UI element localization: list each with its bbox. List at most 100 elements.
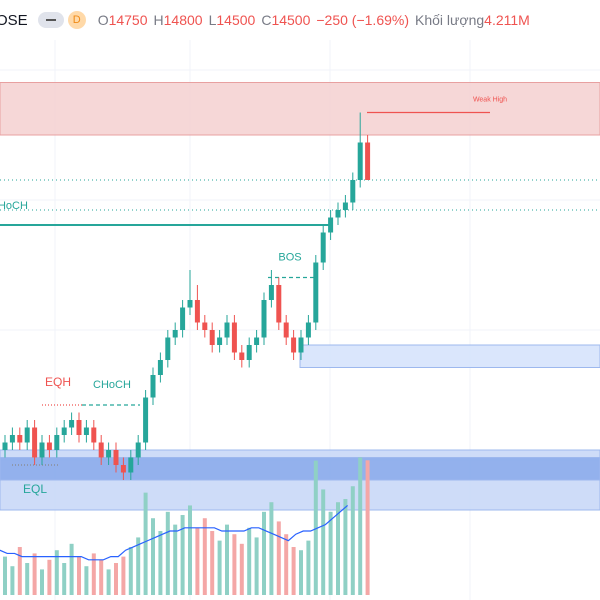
zone — [0, 82, 600, 136]
candle-body — [342, 202, 348, 210]
volume-bar — [328, 511, 333, 595]
candle-body — [239, 352, 245, 360]
volume-bar — [239, 543, 244, 595]
volume-ma — [0, 504, 348, 561]
zone — [0, 457, 600, 481]
volume-bar — [284, 534, 289, 595]
candle-body — [76, 420, 82, 435]
candle-body — [187, 300, 193, 308]
volume-bar — [188, 505, 192, 595]
legend-value: 14800 — [163, 12, 203, 28]
candle-body — [320, 232, 326, 263]
volume-bar — [106, 569, 111, 595]
candle-body — [291, 337, 297, 353]
candle-body — [39, 442, 45, 458]
volume-bar — [3, 556, 7, 595]
candle-body — [357, 142, 363, 180]
volume-bar — [291, 547, 296, 595]
volume-bar — [321, 489, 326, 595]
candle-body — [165, 337, 171, 360]
candle-body — [24, 427, 30, 443]
volume-bar — [77, 556, 81, 595]
volume-bar — [247, 527, 252, 595]
volume-bar — [32, 553, 37, 595]
volume-bar — [276, 521, 281, 595]
candle-body — [350, 180, 356, 203]
volume-bar — [254, 537, 259, 595]
volume-bar — [350, 486, 355, 595]
volume-bar — [10, 566, 15, 595]
volume-bar — [217, 540, 222, 595]
volume-bar — [62, 563, 67, 595]
legend-value: −250 (−1.69%) — [316, 12, 409, 28]
candle-body — [261, 300, 267, 338]
header: OSE D O14750 H14800 L14500 C14500 −250 (−1.6… — [0, 0, 600, 40]
candle-body — [113, 450, 119, 465]
candle-body — [217, 337, 223, 345]
volume-bar — [91, 553, 96, 595]
toggle[interactable] — [37, 12, 64, 28]
zone — [299, 344, 600, 368]
annotation-label: BOS — [278, 251, 301, 263]
interval[interactable]: D — [67, 11, 86, 29]
volume-bar — [336, 502, 340, 595]
candle-body — [120, 465, 126, 473]
legend-value: 4.211M — [484, 12, 530, 28]
annotation-label: Weak High — [473, 96, 507, 103]
volume-bar — [40, 569, 44, 595]
candle-body — [2, 442, 8, 450]
candle-body — [143, 397, 149, 443]
volume-bar — [173, 524, 178, 595]
volume-bar — [313, 460, 318, 595]
candle-body — [254, 337, 260, 345]
volume-bar — [180, 515, 185, 595]
candle-body — [365, 142, 371, 180]
legend-key: Khối lượng — [415, 12, 485, 28]
candle-body — [305, 322, 311, 338]
legend-value: 14750 — [108, 12, 148, 28]
annotation-label: CHoCH — [93, 379, 131, 391]
volume-bar — [143, 492, 148, 595]
candle-body — [157, 360, 163, 375]
candle-body — [150, 375, 156, 398]
volume-bar — [128, 547, 133, 595]
volume-bar — [306, 540, 311, 595]
candle-body — [298, 337, 304, 353]
volume-bar — [343, 499, 348, 595]
candle-body — [91, 427, 97, 443]
candle-body — [98, 442, 104, 458]
candle-body — [276, 285, 282, 323]
candle-body — [69, 420, 75, 428]
candle-body — [209, 330, 215, 345]
annotation-label: EQH — [45, 375, 71, 389]
candle-body — [202, 322, 208, 330]
annotation-label: CHoCH — [0, 200, 28, 212]
candle-body — [335, 210, 341, 218]
candle-body — [54, 435, 60, 450]
candle-body — [313, 262, 319, 323]
volume-bar — [165, 511, 170, 595]
legend-value: 14500 — [271, 12, 311, 28]
volume-bar — [47, 559, 52, 595]
volume-bar — [136, 537, 141, 595]
candle-body — [32, 427, 38, 458]
candle-body — [283, 322, 289, 338]
volume-bar — [84, 566, 89, 595]
annotation-label: EQL — [23, 482, 47, 496]
volume-bar — [114, 563, 118, 595]
legend-key: H — [153, 12, 164, 28]
candle-body — [268, 285, 274, 300]
candle-body — [17, 435, 23, 443]
candle-body — [61, 427, 67, 435]
candle-body — [328, 217, 334, 233]
volume-bar — [121, 556, 126, 595]
candle-body — [9, 435, 15, 443]
volume-bar — [195, 527, 200, 595]
candle-body — [172, 330, 178, 338]
volume-bar — [365, 460, 370, 595]
volume-bar — [17, 547, 22, 595]
candle-body — [180, 307, 186, 330]
candle-body — [246, 345, 252, 360]
